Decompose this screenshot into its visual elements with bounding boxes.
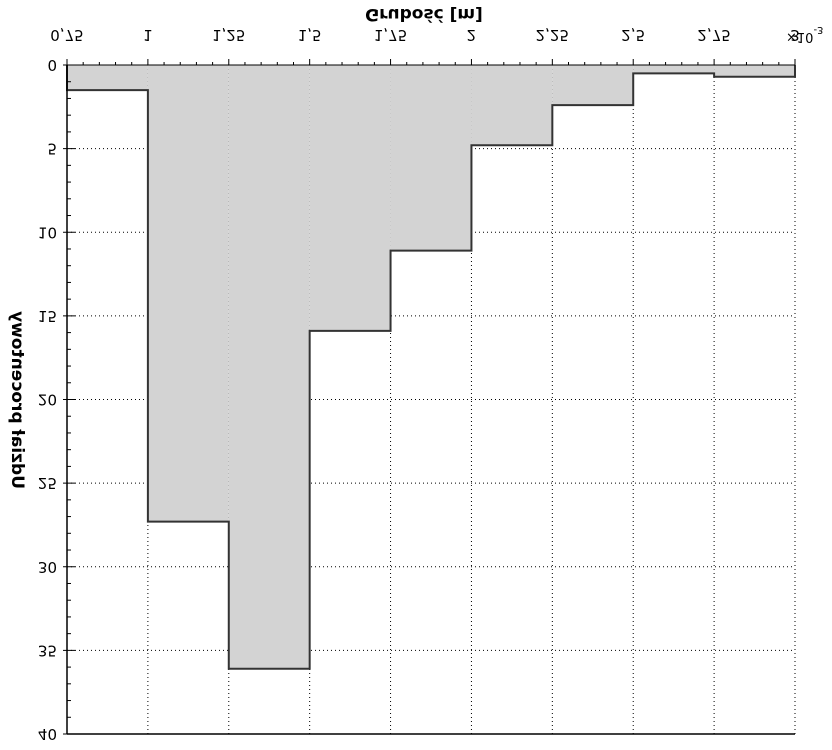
x-exponent-power: -3 xyxy=(813,24,823,35)
y-tick-label: 0 xyxy=(47,56,57,74)
x-tick-label: 2,75 xyxy=(697,26,730,44)
x-tick-label: 2,25 xyxy=(536,26,569,44)
y-tick-label: 30 xyxy=(38,558,57,576)
x-tick-label: 2,5 xyxy=(621,26,645,44)
y-tick-label: 40 xyxy=(38,725,57,743)
step-outline xyxy=(66,65,796,670)
histogram-bin xyxy=(714,65,795,77)
x-tick-label: 1 xyxy=(143,26,153,44)
y-tick-label: 15 xyxy=(38,307,57,325)
histogram-bin xyxy=(67,65,148,91)
histogram-bin xyxy=(309,65,391,331)
y-tick-label: 20 xyxy=(38,391,57,409)
y-axis-title: Udział procentowy xyxy=(7,311,27,489)
histogram-bin xyxy=(471,65,553,146)
y-tick-label: 10 xyxy=(38,223,57,241)
data-area xyxy=(66,65,796,670)
y-tick-label: 35 xyxy=(38,641,57,659)
histogram-bin xyxy=(552,65,634,106)
x-tick-label: 0,75 xyxy=(50,26,83,44)
x-tick-label: 1,75 xyxy=(374,26,407,44)
y-tick-label: 25 xyxy=(38,474,57,492)
histogram-bin xyxy=(633,65,715,74)
axis-labels: 0,75 1 1,25 1,5 1,75 2 2,25 2,5 2,75 305101520253… xyxy=(7,4,823,743)
x-tick-label: 3 xyxy=(790,26,800,44)
histogram-bin xyxy=(147,65,229,522)
histogram-bin xyxy=(228,65,310,669)
y-tick-label: 5 xyxy=(47,140,57,158)
x-tick-label: 1,5 xyxy=(298,26,322,44)
x-tick-label: 1,25 xyxy=(212,26,245,44)
axes xyxy=(63,59,796,735)
x-axis-title: Grubość [m] xyxy=(365,4,483,24)
x-tick-label: 2 xyxy=(467,26,477,44)
histogram-bin xyxy=(390,65,472,251)
